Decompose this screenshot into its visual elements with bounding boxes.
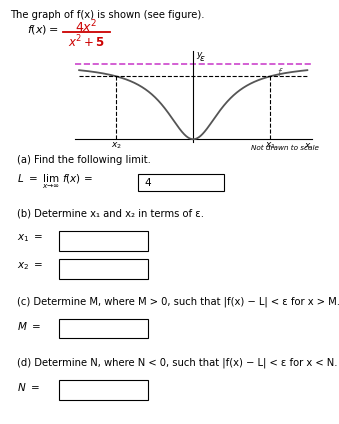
FancyBboxPatch shape [138,174,224,191]
FancyBboxPatch shape [59,380,148,400]
FancyBboxPatch shape [59,259,148,279]
Text: $x_2$: $x_2$ [111,141,121,151]
Text: $L\ =\ \lim_{x \to \infty}\ f(x)\ =$: $L\ =\ \lim_{x \to \infty}\ f(x)\ =$ [17,173,93,191]
Text: $x^2 + \mathbf{5}$: $x^2 + \mathbf{5}$ [68,33,105,50]
Text: $x$: $x$ [304,141,312,150]
Text: $y$: $y$ [196,50,204,61]
Text: $f(x) =$: $f(x) =$ [27,23,59,36]
Text: (d) Determine N, where N < 0, such that |f(x) − L| < ε for x < N.: (d) Determine N, where N < 0, such that … [17,358,337,368]
Text: $f$: $f$ [277,66,283,78]
Text: Not drawn to scale: Not drawn to scale [251,145,319,151]
Text: $x_1\ =$: $x_1\ =$ [17,232,43,244]
Text: 4: 4 [144,178,151,187]
Text: $\varepsilon$: $\varepsilon$ [199,53,205,62]
FancyBboxPatch shape [59,231,148,251]
Text: $x_2\ =$: $x_2\ =$ [17,260,43,272]
Text: (c) Determine M, where M > 0, such that |f(x) − L| < ε for x > M.: (c) Determine M, where M > 0, such that … [17,296,339,307]
FancyBboxPatch shape [59,319,148,338]
Text: (b) Determine x₁ and x₂ in terms of ε.: (b) Determine x₁ and x₂ in terms of ε. [17,209,204,219]
Text: (a) Find the following limit.: (a) Find the following limit. [17,155,151,165]
Text: The graph of f(x) is shown (see figure).: The graph of f(x) is shown (see figure). [10,10,205,20]
Text: $4x^2$: $4x^2$ [75,19,98,35]
Text: $x_1$: $x_1$ [265,141,276,151]
Text: $N\ =$: $N\ =$ [17,381,40,393]
Text: $M\ =$: $M\ =$ [17,320,41,332]
